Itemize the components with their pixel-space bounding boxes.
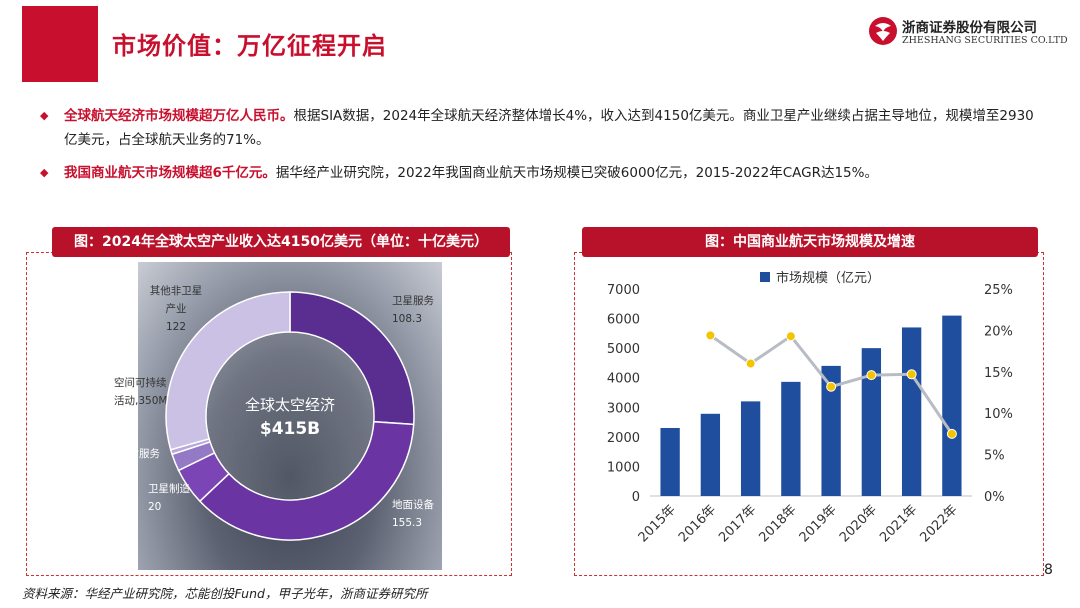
x-tick-label: 2018年 xyxy=(757,502,800,545)
y-left-tick-label: 7000 xyxy=(607,283,640,298)
donut-slice-5 xyxy=(165,291,291,451)
bar-2022年 xyxy=(942,315,962,496)
donut-slice-label: 产业 xyxy=(166,302,187,315)
donut-chart-title: 图：2024年全球太空产业收入达4150亿美元（单位：十亿美元） xyxy=(52,227,510,257)
y-right-tick-label: 20% xyxy=(984,324,1013,339)
source-footnote: 资料来源：华经产业研究院，芯能创投Fund，甲子光年，浙商证券研究所 xyxy=(22,586,428,601)
bullet-highlight: 我国商业航天市场规模超6千亿元。 xyxy=(64,165,276,181)
bar-chart-title: 图：中国商业航天市场规模及增速 xyxy=(582,227,1038,257)
x-tick-label: 2021年 xyxy=(877,502,920,545)
bar-2019年 xyxy=(821,365,841,496)
donut-slice-label: 20 xyxy=(148,501,161,513)
donut-slice-label: 其他非卫星 xyxy=(150,284,203,297)
bar-2018年 xyxy=(781,381,801,496)
y-left-tick-label: 1000 xyxy=(607,460,640,475)
donut-center-area xyxy=(207,333,373,499)
x-tick-label: 2017年 xyxy=(716,502,759,545)
donut-slice-label: 活动,350M xyxy=(114,395,167,407)
company-name-en: ZHESHANG SECURITIES CO.LTD xyxy=(902,35,1068,46)
legend-label: 市场规模（亿元） xyxy=(776,270,880,286)
bar-2016年 xyxy=(700,413,721,496)
y-left-tick-label: 2000 xyxy=(607,431,640,446)
legend-swatch xyxy=(760,272,770,282)
growth-rate-point xyxy=(705,330,716,341)
title-accent-block xyxy=(22,6,98,82)
y-right-tick-label: 25% xyxy=(984,283,1013,298)
bullet-text: 据华经产业研究院，2022年我国商业航天市场规模已突破6000亿元，2015-2… xyxy=(275,165,878,181)
donut-slice-label: 9.3 xyxy=(118,466,135,478)
bar-2020年 xyxy=(861,348,882,496)
diamond-bullet-icon: ◆ xyxy=(40,109,49,122)
page-number: 8 xyxy=(1044,562,1053,578)
x-tick-label: 2020年 xyxy=(837,502,880,545)
growth-rate-point xyxy=(906,369,917,380)
company-name-cn: 浙商证券股份有限公司 xyxy=(902,20,1037,36)
x-tick-label: 2015年 xyxy=(636,502,679,545)
y-left-tick-label: 0 xyxy=(632,490,640,505)
y-right-tick-label: 10% xyxy=(984,407,1013,422)
donut-slice-label: 地面设备 xyxy=(392,498,434,511)
y-left-tick-label: 6000 xyxy=(607,313,640,328)
bullet-text: 根据SIA数据，2024年全球航天经济整体增长4%，收入达到4150亿美元。商业… xyxy=(64,108,1034,148)
donut-center-value: $415B xyxy=(260,419,320,439)
donut-slice-label: 发射服务 xyxy=(118,447,160,460)
y-right-tick-label: 0% xyxy=(984,490,1005,505)
bar-2015年 xyxy=(660,427,680,496)
donut-slice-label: 卫星制造 xyxy=(148,482,190,495)
growth-rate-point xyxy=(745,358,756,369)
donut-slice-label: 122 xyxy=(166,321,186,333)
bar-2021年 xyxy=(901,327,922,496)
donut-slice-label: 空间可持续 xyxy=(114,376,167,389)
donut-center-label: 全球太空经济 xyxy=(245,396,335,414)
bullet-highlight: 全球航天经济市场规模超万亿人民币。 xyxy=(64,108,294,124)
y-right-tick-label: 15% xyxy=(984,366,1013,381)
y-left-tick-label: 3000 xyxy=(607,401,640,416)
diamond-bullet-icon: ◆ xyxy=(40,166,49,179)
growth-rate-point xyxy=(826,381,837,392)
x-tick-label: 2019年 xyxy=(797,502,840,545)
x-tick-label: 2016年 xyxy=(676,502,719,545)
y-right-tick-label: 5% xyxy=(984,449,1005,464)
donut-slice-label: 108.3 xyxy=(392,313,422,325)
y-left-tick-label: 5000 xyxy=(607,342,640,357)
page-title: 市场价值：万亿征程开启 xyxy=(112,32,387,60)
growth-rate-point xyxy=(785,331,796,342)
company-logo: 浙商证券股份有限公司 ZHESHANG SECURITIES CO.LTD xyxy=(868,14,1068,54)
donut-slice-label: 卫星服务 xyxy=(392,294,434,307)
donut-slice-label: 155.3 xyxy=(392,517,422,529)
x-tick-label: 2022年 xyxy=(918,502,961,545)
bullet-china-commercial-space: ◆ 我国商业航天市场规模超6千亿元。据华经产业研究院，2022年我国商业航天市场… xyxy=(40,161,1040,185)
growth-rate-point xyxy=(866,370,877,381)
bar-2017年 xyxy=(740,401,761,496)
bullet-global-space-economy: ◆ 全球航天经济市场规模超万亿人民币。根据SIA数据，2024年全球航天经济整体… xyxy=(40,104,1040,152)
growth-rate-point xyxy=(946,428,957,439)
y-left-tick-label: 4000 xyxy=(607,372,640,387)
company-logo-icon xyxy=(869,17,897,45)
donut-slice-1 xyxy=(198,420,415,541)
